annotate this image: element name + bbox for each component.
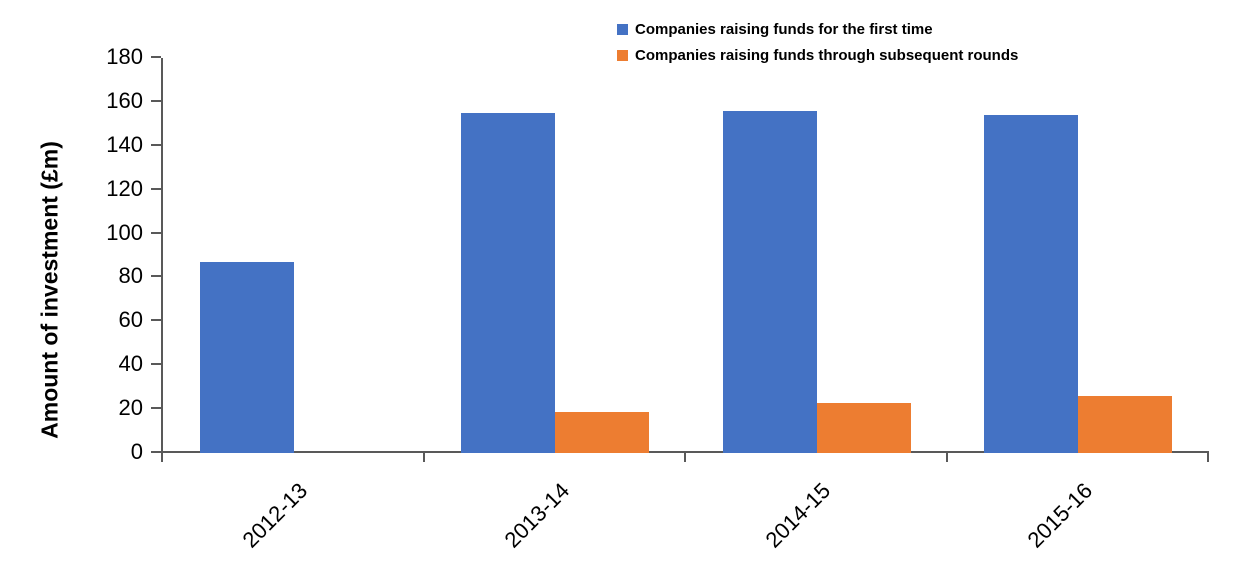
x-tick-mark — [1207, 453, 1209, 462]
bar-subsequent-rounds-2015-16 — [1078, 395, 1173, 453]
y-tick-label: 40 — [118, 351, 143, 377]
legend-item-first-time: Companies raising funds for the first ti… — [617, 16, 1018, 42]
y-tick-mark — [151, 56, 161, 58]
y-tick-label: 140 — [106, 131, 143, 157]
x-tick-mark — [422, 453, 425, 462]
bar-first-time-2012-13 — [199, 262, 294, 453]
y-tick-mark — [151, 231, 161, 234]
x-tick-label-2013-14: 2013-14 — [498, 477, 574, 553]
x-tick-label-2015-16: 2015-16 — [1021, 477, 1097, 553]
y-tick-mark — [151, 319, 161, 322]
y-tick-mark — [151, 143, 161, 146]
legend-label-subsequent-rounds: Companies raising funds through subseque… — [635, 46, 1019, 64]
legend-swatch-first-time-icon — [617, 23, 628, 35]
y-tick-mark — [151, 275, 161, 278]
legend: Companies raising funds for the first ti… — [617, 16, 1018, 68]
bar-first-time-2015-16 — [984, 115, 1079, 453]
bar-first-time-2014-15 — [722, 110, 817, 453]
x-axis-line — [161, 451, 1209, 453]
bar-subsequent-rounds-2013-14 — [555, 412, 650, 453]
x-tick-label-2014-15: 2014-15 — [760, 477, 836, 553]
y-tick-mark — [151, 187, 161, 190]
y-tick-mark — [151, 451, 161, 453]
y-tick-label: 0 — [130, 439, 143, 464]
bar-subsequent-rounds-2014-15 — [816, 402, 911, 453]
y-tick-label: 100 — [106, 219, 143, 245]
y-tick-label: 60 — [118, 307, 143, 333]
y-tick-label: 160 — [106, 87, 143, 113]
y-axis-title: Amount of investment (£m) — [36, 141, 63, 439]
legend-item-subsequent-rounds: Companies raising funds through subseque… — [617, 42, 1018, 68]
y-tick-label: 20 — [118, 395, 143, 421]
legend-label-first-time: Companies raising funds for the first ti… — [635, 20, 933, 38]
y-tick-label: 80 — [118, 263, 143, 289]
legend-swatch-subsequent-rounds-icon — [617, 49, 628, 61]
y-tick-mark — [151, 363, 161, 366]
x-tick-label-2012-13: 2012-13 — [237, 477, 313, 553]
x-tick-mark — [945, 453, 948, 462]
y-axis-line — [161, 58, 163, 462]
y-tick-label: 120 — [106, 175, 143, 201]
y-tick-mark — [151, 407, 161, 410]
y-tick-mark — [151, 99, 161, 102]
x-tick-mark — [684, 453, 686, 462]
y-tick-label: 180 — [106, 44, 143, 69]
bar-first-time-2013-14 — [461, 112, 556, 453]
